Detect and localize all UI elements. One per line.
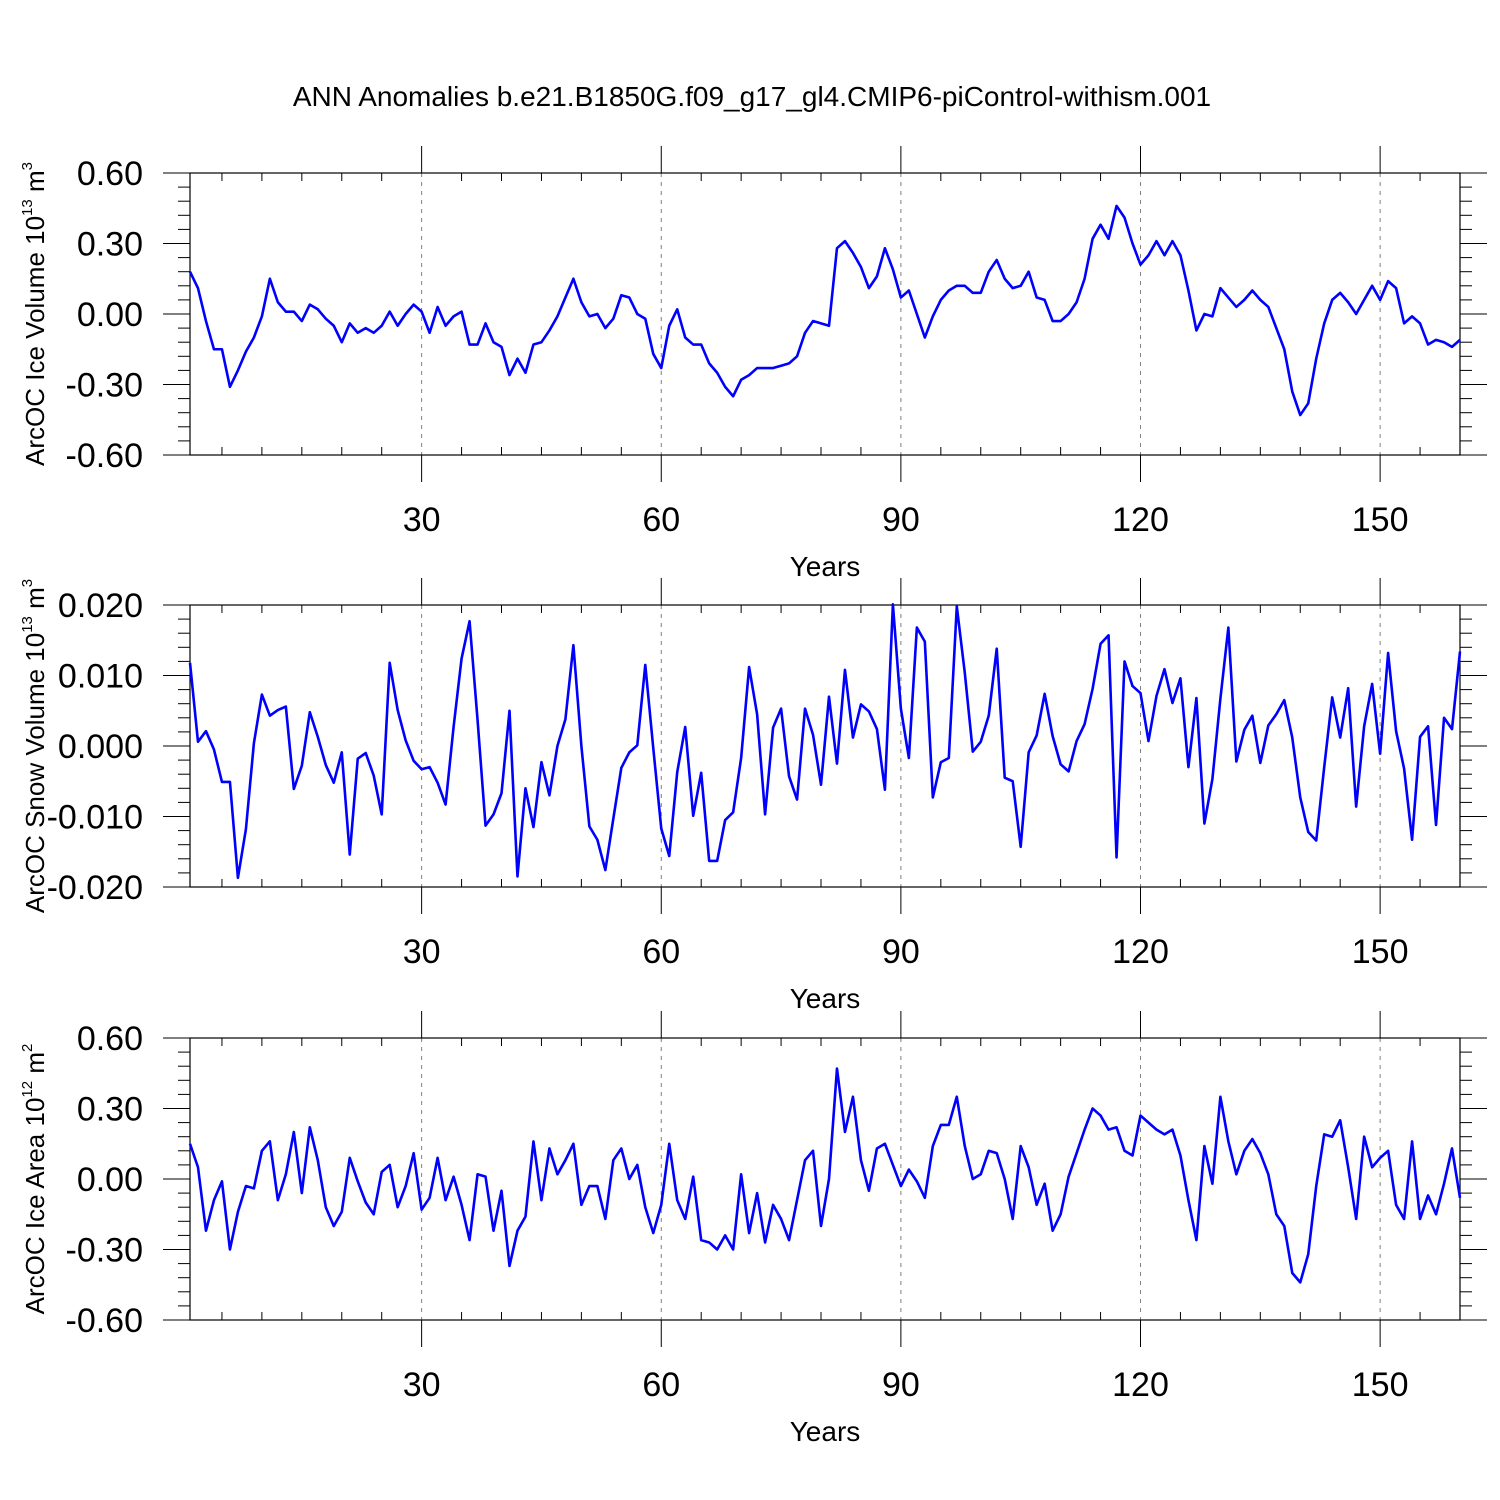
chart-1-y-tick-label: 0.000 [58, 728, 143, 766]
chart-2-y-tick-label: 0.60 [77, 1020, 143, 1058]
chart-2-plot-frame [189, 1037, 1461, 1321]
chart-0-plot-frame [189, 172, 1461, 456]
chart-2-y-tick-label: -0.30 [66, 1232, 144, 1270]
chart-1-series-line [188, 602, 1462, 880]
chart-0-y-tick-label: 0.00 [77, 296, 143, 334]
chart-1-x-tick-label: 30 [403, 933, 441, 971]
chart-2-x-tick-label: 30 [403, 1366, 441, 1404]
chart-1-y-axis-label: ArcOC Snow Volume 1013 m3 [19, 579, 50, 913]
chart-2-x-tick-label: 60 [642, 1366, 680, 1404]
chart-1-y-tick-label: -0.010 [47, 799, 143, 837]
chart-2-x-axis-label: Years [790, 1416, 861, 1447]
chart-1-x-tick-label: 60 [642, 933, 680, 971]
chart-0-y-tick-label: 0.30 [77, 226, 143, 264]
chart-2-x-tick-label: 90 [882, 1366, 920, 1404]
chart-1-y-tick-label: 0.020 [58, 587, 143, 625]
chart-2-y-tick-label: 0.30 [77, 1091, 143, 1129]
chart-1-plot-frame [189, 604, 1461, 888]
chart-0-y-tick-label: -0.60 [66, 437, 144, 475]
chart-0-y-tick-label: 0.60 [77, 155, 143, 193]
figure-title: ANN Anomalies b.e21.B1850G.f09_g17_gl4.C… [293, 81, 1211, 112]
chart-1-x-tick-label: 90 [882, 933, 920, 971]
chart-2-x-tick-label: 120 [1112, 1366, 1169, 1404]
chart-1-x-axis-label: Years [790, 983, 861, 1014]
chart-0-x-tick-label: 30 [403, 501, 441, 539]
panel-ice-area: 30 60 90 120 150 0.60 0.30 0.00 -0.30 -0.60 Years A… [19, 1011, 1487, 1447]
panel-ice-volume: 30 60 90 120 150 0.60 0.30 0.00 -0.30 -0.60 Years A… [19, 146, 1487, 582]
chart-2-x-tick-label: 150 [1352, 1366, 1409, 1404]
panel-snow-volume: 30 60 90 120 150 0.020 0.010 0.000 -0.010 -0.020 Y… [19, 578, 1487, 1014]
chart-0-x-tick-label: 60 [642, 501, 680, 539]
chart-2-y-tick-label: 0.00 [77, 1161, 143, 1199]
chart-0-x-axis-label: Years [790, 551, 861, 582]
chart-1-y-tick-label: 0.010 [58, 658, 143, 696]
chart-1-x-tick-label: 150 [1352, 933, 1409, 971]
chart-2-y-tick-label: -0.60 [66, 1302, 144, 1340]
chart-2-y-axis-label: ArcOC Ice Area 1012 m2 [19, 1044, 50, 1315]
chart-1-x-tick-label: 120 [1112, 933, 1169, 971]
chart-0-x-tick-label: 90 [882, 501, 920, 539]
chart-1-y-tick-label: -0.020 [47, 869, 143, 907]
chart-0-x-tick-label: 120 [1112, 501, 1169, 539]
chart-0-series-line [188, 204, 1461, 417]
chart-0-y-tick-label: -0.30 [66, 367, 144, 405]
chart-0-y-axis-label: ArcOC Ice Volume 1013 m3 [19, 162, 50, 466]
chart-0-x-tick-label: 150 [1352, 501, 1409, 539]
chart-2-series-line [188, 1067, 1462, 1284]
